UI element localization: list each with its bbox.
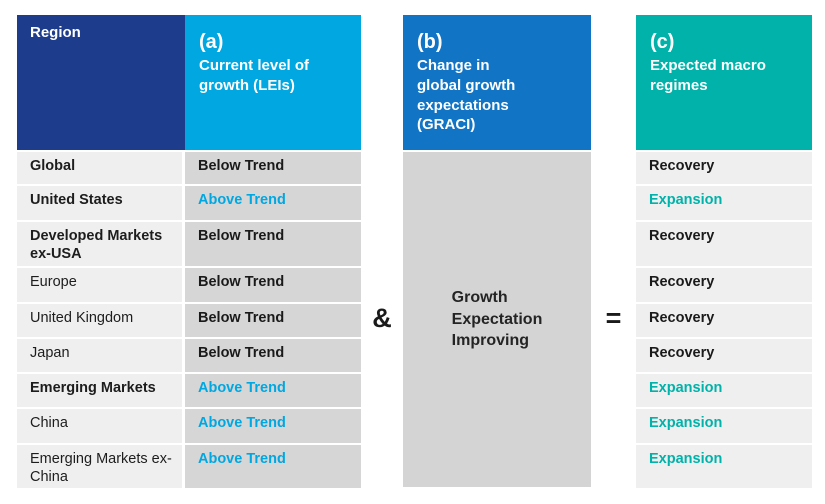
regime-cell: Expansion <box>636 445 812 488</box>
region-cell: Emerging Markets <box>17 374 182 407</box>
lei-cell: Below Trend <box>185 339 361 372</box>
column-b-title: Change in global growth expectations (GR… <box>417 57 516 134</box>
column-a-header: (a) Current level of growth (LEIs) <box>185 15 361 150</box>
lei-cell: Above Trend <box>185 445 361 488</box>
column-c-title: Expected macro regimes <box>650 57 766 94</box>
lei-cell: Above Trend <box>185 186 361 220</box>
table-row: Japan Below Trend <box>17 339 361 372</box>
region-lei-table: Region (a) Current level of growth (LEIs… <box>17 15 361 488</box>
table-header-row: Region (a) Current level of growth (LEIs… <box>17 15 361 150</box>
and-operator-column: & <box>361 15 403 487</box>
lei-cell: Above Trend <box>185 409 361 443</box>
column-a-title: Current level of growth (LEIs) <box>199 57 310 94</box>
graci-body-text: Growth Expectation Improving <box>451 289 543 350</box>
table-row: Developed Markets ex-USA Below Trend <box>17 222 361 266</box>
column-b-header: (b) Change in global growth expectations… <box>403 15 591 150</box>
equals-operator-column: = <box>591 15 636 487</box>
lei-cell: Above Trend <box>185 374 361 407</box>
equals-symbol: = <box>605 303 622 333</box>
table-row: China Above Trend <box>17 409 361 443</box>
table-row: United States Above Trend <box>17 186 361 220</box>
table-row: United Kingdom Below Trend <box>17 304 361 337</box>
region-cell: Global <box>17 152 182 184</box>
regime-cell: Recovery <box>636 268 812 302</box>
regime-cell: Expansion <box>636 409 812 443</box>
regime-cell: Expansion <box>636 374 812 407</box>
region-cell: United States <box>17 186 182 220</box>
graci-column: (b) Change in global growth expectations… <box>403 15 591 487</box>
region-cell: Developed Markets ex-USA <box>17 222 182 266</box>
region-cell: China <box>17 409 182 443</box>
graci-body-cell: Growth Expectation Improving <box>403 152 591 487</box>
region-cell: United Kingdom <box>17 304 182 337</box>
regime-column: (c) Expected macro regimes Recovery Expa… <box>636 15 812 488</box>
regime-cell: Recovery <box>636 222 812 266</box>
table-row: Europe Below Trend <box>17 268 361 302</box>
regime-cell: Recovery <box>636 304 812 337</box>
lei-cell: Below Trend <box>185 304 361 337</box>
lei-cell: Below Trend <box>185 268 361 302</box>
ampersand-symbol: & <box>372 303 392 333</box>
region-cell: Japan <box>17 339 182 372</box>
region-column-header: Region <box>17 15 185 150</box>
regime-cell: Recovery <box>636 152 812 184</box>
macro-regime-diagram: Region (a) Current level of growth (LEIs… <box>17 15 825 488</box>
column-c-tag: (c) <box>650 31 675 53</box>
column-b-tag: (b) <box>417 31 443 53</box>
region-cell: Emerging Markets ex-China <box>17 445 182 488</box>
table-row: Emerging Markets Above Trend <box>17 374 361 407</box>
table-row: Global Below Trend <box>17 152 361 184</box>
regime-cell: Expansion <box>636 186 812 220</box>
lei-cell: Below Trend <box>185 222 361 266</box>
regime-cell: Recovery <box>636 339 812 372</box>
region-cell: Europe <box>17 268 182 302</box>
column-c-header: (c) Expected macro regimes <box>636 15 812 150</box>
table-row: Emerging Markets ex-China Above Trend <box>17 445 361 488</box>
lei-cell: Below Trend <box>185 152 361 184</box>
column-a-tag: (a) <box>199 31 224 53</box>
